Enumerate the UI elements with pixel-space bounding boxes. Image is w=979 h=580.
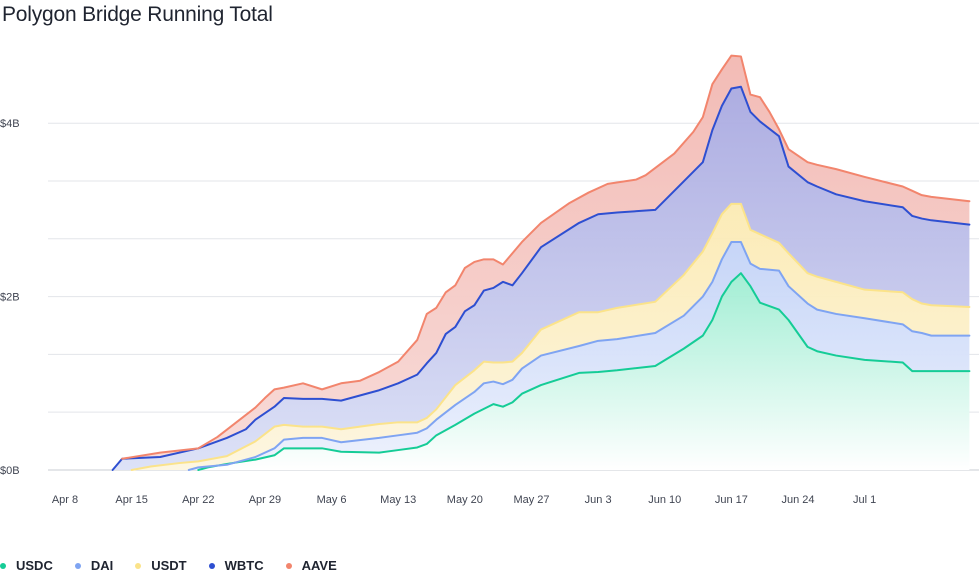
series-line-aave[interactable]: [121, 54, 971, 460]
legend-item-usdt[interactable]: USDT: [135, 558, 187, 573]
dai-dot-icon: [74, 562, 81, 569]
series-line-usdt[interactable]: [130, 202, 971, 471]
legend-label: AAVE: [301, 558, 337, 573]
area-usdc: [198, 273, 970, 470]
series-line-usdc[interactable]: [197, 272, 971, 471]
y-tick-label: $0B: [0, 465, 20, 477]
x-tick-label: Apr 8: [52, 494, 78, 506]
x-tick-label: Apr 22: [182, 494, 214, 506]
x-tick-label: May 27: [513, 494, 549, 506]
x-tick-label: Jun 10: [648, 494, 681, 506]
chart-title: Polygon Bridge Running Total: [2, 3, 273, 26]
x-tick-label: Jun 3: [585, 494, 612, 506]
legend-item-dai[interactable]: DAI: [74, 558, 114, 573]
area-usdt: [131, 203, 970, 470]
usdc-dot-icon: [0, 562, 6, 569]
x-tick-label: Apr 15: [115, 494, 147, 506]
y-tick-label: $2B: [0, 292, 20, 304]
usdt-dot-icon: [135, 562, 142, 569]
x-tick-label: May 20: [447, 494, 483, 506]
legend-item-aave[interactable]: AAVE: [285, 558, 337, 573]
legend-item-usdc[interactable]: USDC: [0, 558, 53, 573]
legend-label: DAI: [90, 558, 114, 573]
legend-item-wbtc[interactable]: WBTC: [208, 558, 264, 573]
x-tick-label: May 13: [380, 494, 416, 506]
y-tick-label: $4B: [0, 118, 20, 130]
legend-label: USDT: [151, 558, 187, 573]
series-line-dai[interactable]: [187, 240, 971, 471]
legend-label: WBTC: [224, 558, 264, 573]
x-tick-label: Apr 29: [249, 494, 281, 506]
area-dai: [188, 241, 970, 470]
series-line-wbtc[interactable]: [111, 85, 971, 471]
x-tick-label: Jun 17: [715, 494, 748, 506]
aave-dot-icon: [285, 562, 292, 569]
wbtc-dot-icon: [208, 562, 215, 569]
x-tick-label: Jul 1: [853, 494, 876, 506]
area-wbtc: [112, 86, 970, 470]
legend-label: USDC: [16, 558, 53, 573]
x-tick-label: May 6: [317, 494, 347, 506]
x-tick-label: Jun 24: [782, 494, 815, 506]
legend: USDC DAI USDT WBTC AAVE: [0, 558, 359, 573]
